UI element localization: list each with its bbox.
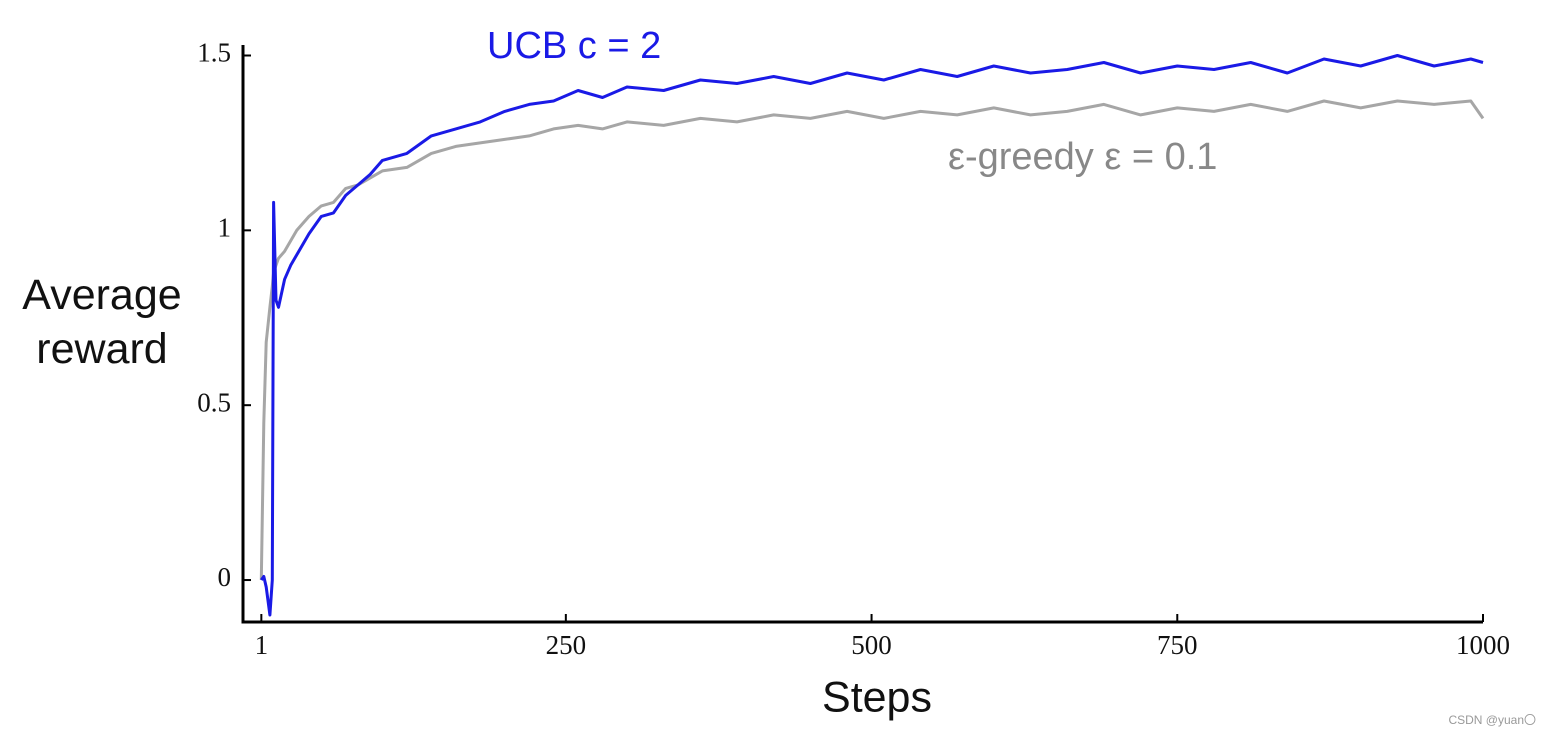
series-label: ε-greedy ε = 0.1 [948, 136, 1217, 178]
x-axis-label: Steps [822, 673, 932, 721]
x-tick-label: 1 [255, 630, 269, 660]
y-tick-label: 1.5 [197, 38, 231, 68]
line-series [259, 99, 1485, 581]
y-tick-label: 0 [218, 562, 232, 592]
y-tick-label: 1 [218, 213, 232, 243]
y-axis-label: Average reward [22, 271, 182, 373]
watermark: CSDN @yuan〇 [1448, 713, 1536, 727]
x-tick-label: 750 [1157, 630, 1198, 660]
series-label: UCB c = 2 [487, 25, 661, 67]
x-tick-label: 250 [546, 630, 587, 660]
x-tick-label: 1000 [1456, 630, 1510, 660]
y-tick-label: 0.5 [197, 387, 231, 417]
line-series [260, 54, 1484, 617]
x-tick-label: 500 [851, 630, 892, 660]
